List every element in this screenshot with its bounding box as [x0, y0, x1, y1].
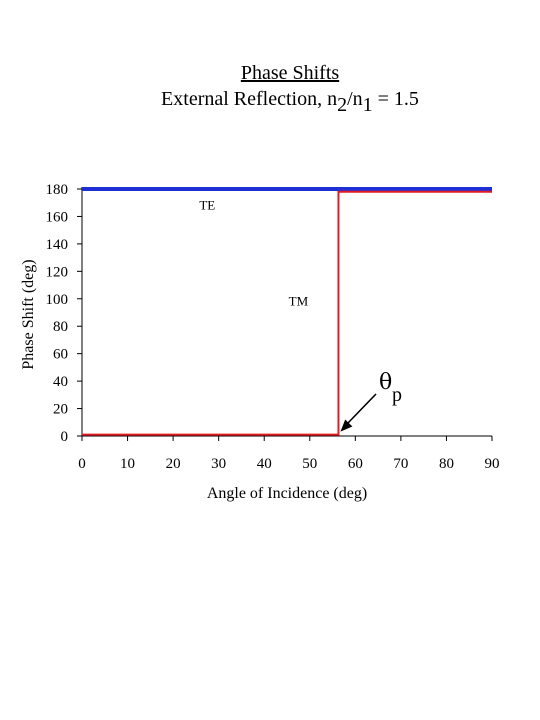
y-tick-label: 180	[46, 182, 69, 198]
brewster-arrow-head	[340, 419, 353, 432]
subtitle-suffix: = 1.5	[372, 88, 419, 110]
x-tick-label: 30	[211, 456, 226, 472]
y-axis-title: Phase Shift (deg)	[20, 259, 37, 369]
y-tick-label: 100	[46, 292, 69, 308]
x-tick-label: 70	[393, 456, 408, 472]
y-tick-label: 20	[53, 402, 68, 418]
y-tick-label: 80	[53, 319, 68, 335]
chart-title-block: Phase Shifts External Reflection, n2/n1 …	[0, 60, 540, 118]
subtitle-prefix: External Reflection, n	[161, 88, 338, 110]
x-tick-label: 80	[439, 456, 454, 472]
x-tick-label: 40	[257, 456, 272, 472]
y-tick-label: 40	[53, 374, 68, 390]
brewster-angle-symbol: θ	[379, 370, 392, 395]
chart-title: Phase Shifts	[240, 62, 340, 84]
x-tick-label: 50	[302, 456, 317, 472]
series-line-tm	[82, 190, 492, 436]
y-tick-label: 120	[46, 264, 69, 280]
y-tick-label: 60	[53, 347, 68, 363]
subtitle-sub-1: 1	[362, 94, 373, 116]
x-tick-label: 0	[78, 456, 86, 472]
y-tick-label: 0	[61, 429, 69, 445]
subtitle-mid: /n	[347, 88, 363, 110]
x-tick-label: 90	[485, 456, 500, 472]
x-tick-label: 60	[348, 456, 363, 472]
series-label-tm: TM	[289, 294, 309, 309]
chart-subtitle: External Reflection, n2/n1 = 1.5	[0, 86, 540, 118]
x-axis-title: Angle of Incidence (deg)	[207, 485, 367, 502]
series-label-te: TE	[199, 198, 215, 213]
y-tick-label: 160	[46, 209, 69, 225]
y-tick-label: 140	[46, 237, 69, 253]
subtitle-sub-2: 2	[337, 94, 348, 116]
brewster-angle-subscript: p	[392, 384, 402, 406]
brewster-arrow-line	[343, 393, 377, 428]
x-tick-label: 20	[166, 456, 181, 472]
x-tick-label: 10	[120, 456, 135, 472]
